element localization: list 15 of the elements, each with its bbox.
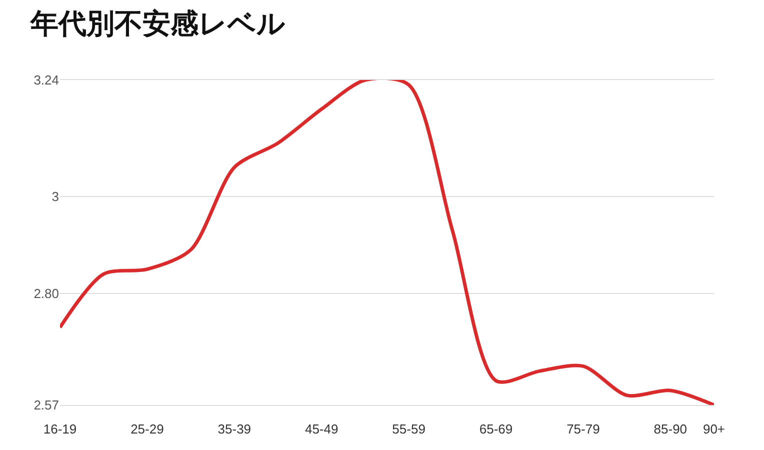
x-tick-label: 35-39	[218, 422, 252, 437]
y-tick-label: 3	[52, 188, 59, 204]
line-series	[60, 80, 714, 405]
x-tick-label: 16-19	[43, 422, 77, 437]
x-tick-label: 90+	[702, 422, 726, 437]
y-tick-label: 3.24	[34, 72, 59, 88]
x-tick-label: 65-69	[479, 422, 513, 437]
x-tick-label: 75-79	[566, 422, 600, 437]
chart-title: 年代別不安感レベル	[30, 8, 286, 40]
x-tick-label: 55-59	[392, 422, 426, 437]
x-tick-label: 85-90	[654, 422, 688, 437]
x-tick-label: 25-29	[130, 422, 164, 437]
y-tick-label: 2.80	[34, 286, 59, 301]
y-tick-label: 2.57	[34, 398, 59, 413]
x-tick-label: 45-49	[304, 422, 338, 437]
